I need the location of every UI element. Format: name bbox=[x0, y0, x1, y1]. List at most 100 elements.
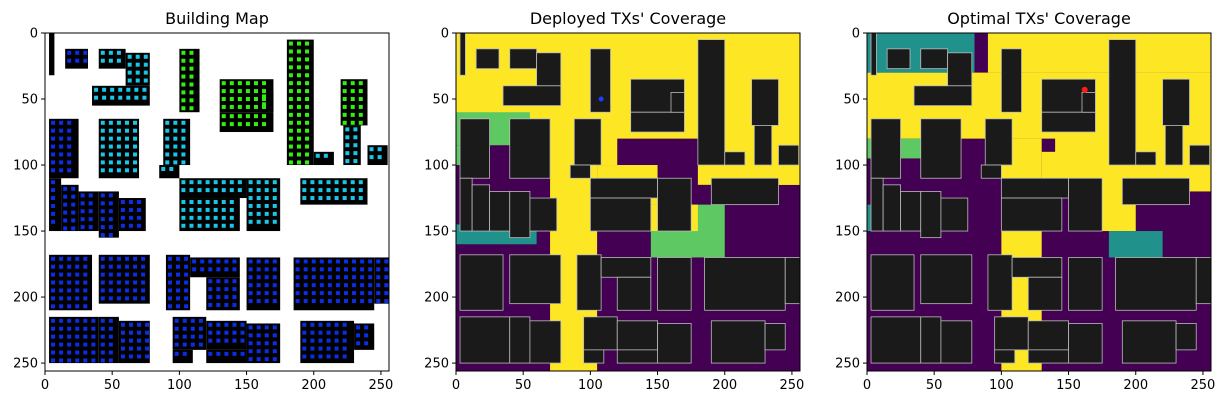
receiver-dot bbox=[310, 188, 315, 193]
building bbox=[920, 48, 949, 70]
receiver-dot bbox=[59, 136, 64, 141]
receiver-dot bbox=[124, 272, 129, 277]
receiver-dot bbox=[108, 168, 113, 173]
receiver-dot bbox=[176, 256, 181, 261]
building bbox=[630, 111, 685, 133]
receiver-dot bbox=[124, 256, 129, 261]
receiver-dot bbox=[264, 196, 269, 201]
receiver-dot bbox=[51, 358, 56, 363]
receiver-dot bbox=[213, 223, 218, 228]
building bbox=[98, 191, 119, 238]
receiver-dot bbox=[59, 256, 64, 261]
receiver-dot bbox=[167, 296, 172, 301]
receiver-dot bbox=[181, 90, 186, 95]
receiver-dot bbox=[310, 346, 315, 351]
receiver-dot bbox=[189, 66, 194, 71]
receiver-dot bbox=[221, 180, 226, 185]
receiver-dot bbox=[67, 272, 72, 277]
receiver-dot bbox=[100, 144, 105, 149]
receiver-dot bbox=[369, 155, 374, 160]
receiver-dot bbox=[229, 207, 234, 212]
receiver-dot bbox=[368, 275, 373, 280]
receiver-dot bbox=[189, 215, 194, 220]
building bbox=[489, 191, 511, 232]
receiver-dot bbox=[353, 143, 358, 148]
receiver-dot bbox=[323, 153, 328, 158]
receiver-dot bbox=[350, 112, 355, 117]
receiver-dot bbox=[129, 207, 133, 212]
receiver-dot bbox=[173, 144, 178, 149]
receiver-dot bbox=[124, 280, 129, 285]
receiver-dot bbox=[360, 291, 365, 296]
receiver-dot bbox=[208, 322, 213, 327]
receiver-dot bbox=[143, 78, 148, 83]
receiver-dot bbox=[296, 49, 301, 54]
y-tick-label: 0 bbox=[441, 27, 449, 42]
receiver-dot bbox=[345, 151, 350, 156]
receiver-dot bbox=[221, 122, 226, 127]
receiver-dot bbox=[310, 196, 315, 201]
receiver-dot bbox=[51, 128, 56, 133]
receiver-dot bbox=[264, 291, 269, 296]
receiver-dot bbox=[288, 104, 293, 109]
building bbox=[657, 177, 692, 232]
receiver-dot bbox=[116, 160, 121, 165]
receiver-dot bbox=[335, 267, 340, 272]
receiver-dot bbox=[51, 350, 56, 355]
receiver-dot bbox=[181, 106, 186, 111]
receiver-dot bbox=[197, 180, 202, 185]
receiver-dot bbox=[342, 322, 347, 327]
receiver-dot bbox=[350, 188, 355, 193]
receiver-dot bbox=[221, 207, 226, 212]
receiver-dot bbox=[213, 207, 218, 212]
receiver-dot bbox=[182, 342, 187, 347]
deployed-coverage-panel: Deployed TXs' Coverage 0 50 100 150 200 25005… bbox=[424, 9, 804, 393]
receiver-dot bbox=[248, 211, 253, 216]
receiver-dot bbox=[216, 295, 221, 300]
receiver-dot bbox=[305, 112, 310, 117]
receiver-dot bbox=[59, 288, 64, 293]
receiver-dot bbox=[232, 322, 237, 327]
receiver-dot bbox=[248, 203, 253, 208]
receiver-dot bbox=[181, 188, 186, 193]
receiver-dot bbox=[262, 97, 267, 102]
receiver-dot bbox=[208, 302, 213, 307]
receiver-dot bbox=[360, 275, 365, 280]
receiver-dot bbox=[124, 144, 129, 149]
receiver-dot bbox=[232, 295, 237, 300]
receiver-dot bbox=[302, 354, 307, 359]
building bbox=[984, 118, 1013, 166]
receiver-dot bbox=[67, 326, 72, 331]
receiver-dot bbox=[198, 334, 203, 339]
receiver-dot bbox=[205, 207, 210, 212]
receiver-dot bbox=[143, 54, 148, 59]
receiver-dot bbox=[59, 318, 64, 323]
receiver-dot bbox=[100, 136, 105, 141]
receiver-dot bbox=[256, 349, 261, 354]
y-tick-label: 250 bbox=[835, 357, 860, 372]
receiver-dot bbox=[133, 136, 138, 141]
building bbox=[994, 349, 1016, 364]
receiver-dot bbox=[350, 89, 355, 94]
receiver-dot bbox=[221, 97, 226, 102]
receiver-dot bbox=[83, 288, 88, 293]
receiver-dot bbox=[224, 259, 229, 264]
receiver-dot bbox=[124, 128, 129, 133]
receiver-dot bbox=[318, 196, 323, 201]
receiver-dot bbox=[253, 81, 258, 86]
receiver-dot bbox=[295, 291, 300, 296]
receiver-dot bbox=[165, 120, 170, 125]
receiver-dot bbox=[145, 330, 150, 335]
receiver-dot bbox=[108, 233, 113, 238]
receiver-dot bbox=[344, 299, 348, 304]
receiver-dot bbox=[110, 95, 115, 100]
y-tick-label: 150 bbox=[13, 225, 38, 240]
receiver-dot bbox=[326, 346, 331, 351]
building bbox=[870, 118, 901, 179]
receiver-dot bbox=[108, 217, 113, 222]
receiver-dot bbox=[229, 89, 234, 94]
receiver-dot bbox=[100, 326, 105, 331]
building bbox=[1027, 320, 1069, 351]
building-map-axes-frame bbox=[44, 32, 390, 372]
receiver-dot bbox=[100, 350, 105, 355]
